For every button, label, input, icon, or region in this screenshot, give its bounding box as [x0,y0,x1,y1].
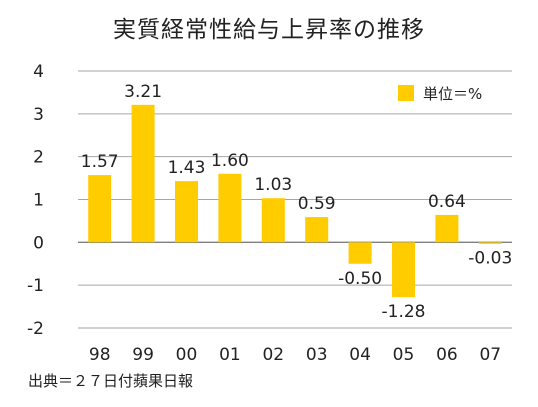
bar-05 [392,242,415,298]
y-tick-label: -2 [27,319,44,339]
bar-06 [435,214,459,243]
data-label: 3.21 [124,82,162,102]
bar-99 [131,104,155,243]
x-tick-label: 00 [176,345,198,365]
data-label: 0.64 [428,192,466,212]
bar-00 [175,181,198,243]
source-note: 出典＝２７日付蘋果日報 [28,372,194,390]
x-tick-label: 04 [349,345,371,365]
y-tick-label: 4 [33,62,44,82]
data-label: 1.03 [254,175,292,195]
y-tick-label: 0 [33,233,44,253]
data-label: -0.50 [338,269,382,289]
x-tick-label: 05 [393,345,415,365]
data-label: 1.43 [168,158,206,178]
bar-layer [88,104,502,298]
data-label: 1.60 [211,151,249,171]
x-tick-label: 02 [262,345,284,365]
y-tick-label: 3 [33,105,44,125]
x-tick-label: 01 [219,345,241,365]
bar-04 [348,242,372,264]
bar-03 [305,217,329,243]
y-tick-label: 2 [33,148,44,168]
legend-label: 単位＝% [423,85,482,103]
data-label: -1.28 [382,302,426,322]
bar-01 [218,173,242,243]
legend: 単位＝% [398,85,482,103]
x-tick-label: 98 [89,345,111,365]
x-tick-label: 03 [306,345,328,365]
bar-07 [478,242,502,244]
data-label: 1.57 [81,152,119,172]
label-layer: 4 3 2 1 0 -1 -2 1.57 98 3.21 99 1.43 00 1.60 01 1.03 02 0… [27,62,512,365]
x-tick-label: 99 [132,345,154,365]
x-tick-label: 06 [436,345,458,365]
chart-title: 実質経常性給与上昇率の推移 [113,17,425,43]
bar-02 [261,198,285,243]
y-tick-label: -1 [27,276,44,296]
legend-swatch [398,85,414,101]
bar-98 [88,175,112,243]
y-tick-label: 1 [33,191,44,211]
data-label: -0.03 [468,249,512,269]
data-label: 0.59 [298,194,336,214]
x-tick-label: 07 [479,345,501,365]
